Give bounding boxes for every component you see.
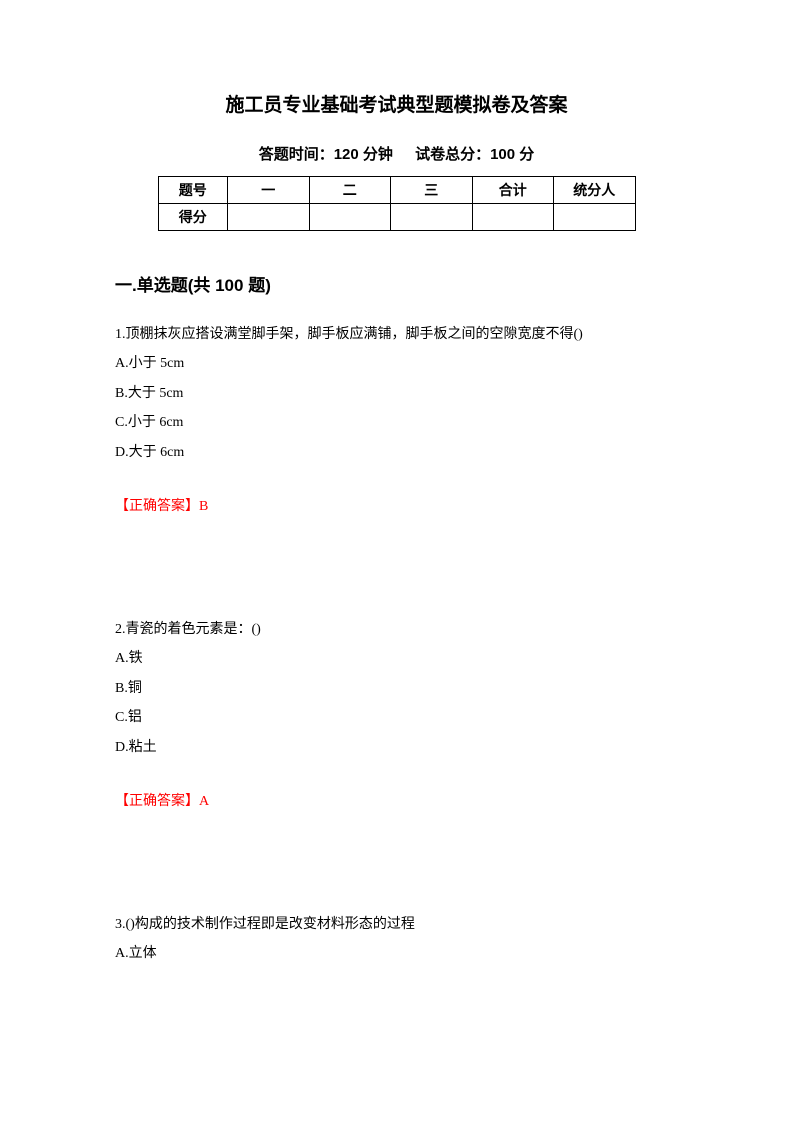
option-b: B.铜 [115, 674, 678, 703]
time-label: 答题时间：120 分钟 [259, 143, 393, 164]
question-text: 1.顶棚抹灰应搭设满堂脚手架，脚手板应满铺，脚手板之间的空隙宽度不得() [115, 320, 678, 349]
answer-value: B [199, 499, 208, 514]
option-a: A.铁 [115, 644, 678, 673]
option-a: A.立体 [115, 939, 678, 968]
question-3: 3.()构成的技术制作过程即是改变材料形态的过程 A.立体 [115, 910, 678, 969]
table-row: 题号 一 二 三 合计 统分人 [158, 177, 635, 204]
table-header-cell: 题号 [158, 177, 228, 204]
table-header-cell: 一 [228, 177, 309, 204]
table-header-cell: 三 [391, 177, 472, 204]
table-cell [228, 204, 309, 231]
score-label: 试卷总分：100 分 [415, 143, 534, 164]
table-cell [309, 204, 390, 231]
table-cell [554, 204, 636, 231]
answer-value: A [199, 794, 209, 809]
table-row: 得分 [158, 204, 635, 231]
question-1: 1.顶棚抹灰应搭设满堂脚手架，脚手板应满铺，脚手板之间的空隙宽度不得() A.小… [115, 320, 678, 515]
page-title: 施工员专业基础考试典型题模拟卷及答案 [115, 90, 678, 117]
subtitle: 答题时间：120 分钟 试卷总分：100 分 [115, 143, 678, 164]
table-header-cell: 二 [309, 177, 390, 204]
option-b: B.大于 5cm [115, 379, 678, 408]
question-2: 2.青瓷的着色元素是：() A.铁 B.铜 C.铝 D.粘土 【正确答案】A [115, 615, 678, 810]
table-header-cell: 统分人 [554, 177, 636, 204]
answer-label: 【正确答案】 [115, 794, 199, 809]
section-title: 一.单选题(共 100 题) [115, 271, 678, 296]
option-c: C.铝 [115, 703, 678, 732]
answer-label: 【正确答案】 [115, 499, 199, 514]
score-table: 题号 一 二 三 合计 统分人 得分 [158, 176, 636, 231]
option-c: C.小于 6cm [115, 408, 678, 437]
question-text: 3.()构成的技术制作过程即是改变材料形态的过程 [115, 910, 678, 939]
answer-block: 【正确答案】B [115, 495, 678, 515]
option-d: D.大于 6cm [115, 438, 678, 467]
table-cell [391, 204, 472, 231]
table-cell [472, 204, 553, 231]
answer-block: 【正确答案】A [115, 790, 678, 810]
option-d: D.粘土 [115, 733, 678, 762]
table-header-cell: 合计 [472, 177, 553, 204]
option-a: A.小于 5cm [115, 349, 678, 378]
question-text: 2.青瓷的着色元素是：() [115, 615, 678, 644]
table-cell: 得分 [158, 204, 228, 231]
